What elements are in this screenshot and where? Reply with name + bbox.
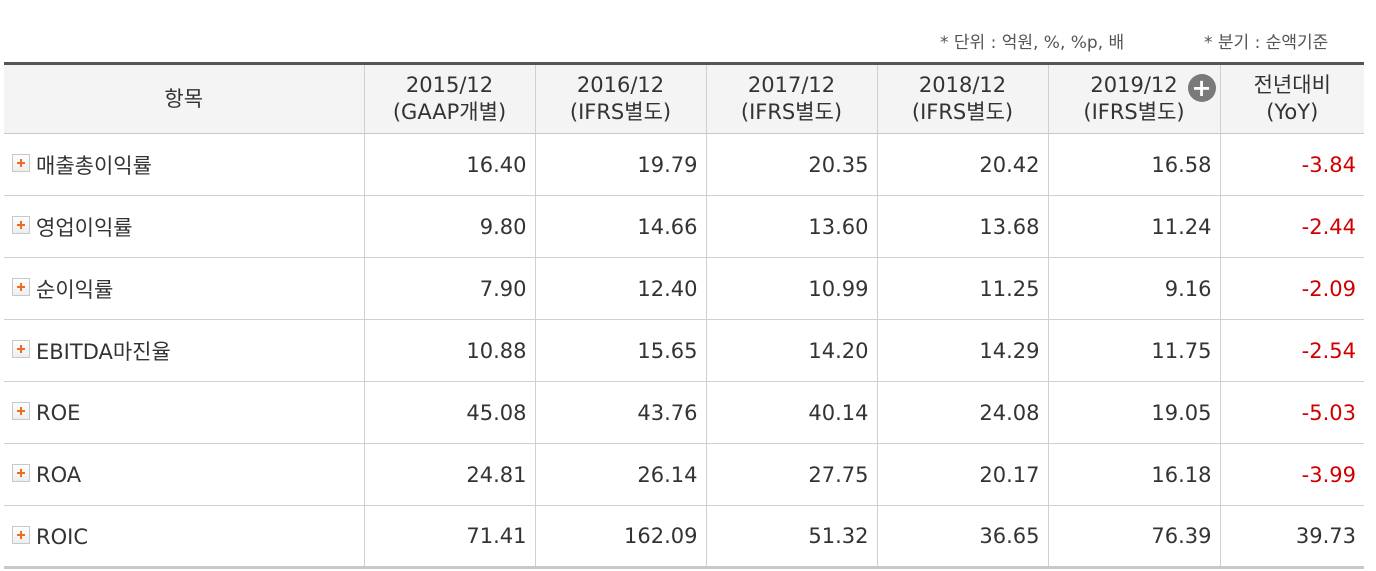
value-cell: 76.39 [1047, 505, 1220, 569]
value-cell: 16.58 [1047, 133, 1220, 196]
row-label[interactable]: EBITDA마진율 [36, 339, 171, 364]
value-cell: 11.25 [876, 257, 1048, 320]
table-row: 매출총이익률 16.40 19.79 20.35 20.42 16.58 -3.84 [4, 133, 1364, 196]
value-cell: 27.75 [705, 443, 877, 506]
value-cell: 71.41 [363, 505, 535, 569]
value-cell: 16.18 [1047, 443, 1220, 506]
row-label[interactable]: ROA [36, 463, 82, 487]
unit-note: * 단위 : 억원, %, %p, 배 [940, 33, 1125, 53]
expand-row-icon[interactable] [12, 525, 30, 544]
value-cell: 15.65 [534, 319, 706, 382]
value-cell: 12.40 [534, 257, 706, 320]
value-cell: 19.05 [1047, 381, 1220, 444]
row-label-cell: ROE [4, 381, 364, 444]
value-cell: 24.81 [363, 443, 535, 506]
row-label-cell: EBITDA마진율 [4, 319, 364, 382]
value-cell: 16.40 [363, 133, 535, 196]
table-row: ROIC 71.41 162.09 51.32 36.65 76.39 39.73 [4, 505, 1364, 569]
row-label[interactable]: ROE [36, 401, 81, 425]
value-cell: 14.29 [876, 319, 1048, 382]
yoy-cell: -5.03 [1219, 381, 1364, 444]
value-cell: 11.24 [1047, 195, 1220, 258]
expand-row-icon[interactable] [12, 339, 30, 358]
yoy-cell: -2.09 [1219, 257, 1364, 320]
plus-circle-icon[interactable]: + [1187, 74, 1216, 102]
expand-row-icon[interactable] [12, 464, 30, 482]
value-cell: 10.99 [705, 257, 877, 320]
row-label[interactable]: 매출총이익률 [36, 153, 152, 178]
row-label[interactable]: 순이익률 [36, 277, 114, 302]
value-cell: 19.79 [534, 133, 706, 196]
header-period: 2018/12 (IFRS별도) [876, 62, 1048, 134]
header-period: 2019/12 (IFRS별도) + [1047, 62, 1220, 134]
header-period: 2015/12 (GAAP개별) [363, 62, 535, 134]
header-item: 항목 [4, 62, 364, 134]
row-label[interactable]: ROIC [36, 524, 88, 549]
expand-row-icon[interactable] [12, 402, 30, 420]
value-cell: 20.35 [705, 133, 877, 196]
expand-row-icon[interactable] [12, 215, 30, 234]
value-cell: 20.17 [876, 443, 1048, 506]
value-cell: 9.16 [1047, 257, 1220, 320]
row-label-cell: 순이익률 [4, 257, 364, 320]
table-row: EBITDA마진율 10.88 15.65 14.20 14.29 11.75 -2.54 [4, 319, 1364, 382]
yoy-cell: -3.99 [1219, 443, 1364, 506]
value-cell: 45.08 [363, 381, 535, 444]
value-cell: 36.65 [876, 505, 1048, 569]
table-row: 순이익률 7.90 12.40 10.99 11.25 9.16 -2.09 [4, 257, 1364, 320]
value-cell: 13.60 [705, 195, 877, 258]
table-header-row: 항목 2015/12 (GAAP개별) 2016/12 (IFRS별도) 2017/… [4, 62, 1364, 134]
value-cell: 40.14 [705, 381, 877, 444]
value-cell: 13.68 [876, 195, 1048, 258]
value-cell: 9.80 [363, 195, 535, 258]
header-period: 2016/12 (IFRS별도) [534, 62, 706, 134]
value-cell: 162.09 [534, 505, 706, 569]
row-label-cell: 매출총이익률 [4, 133, 364, 196]
row-label[interactable]: 영업이익률 [36, 215, 133, 240]
header-yoy: 전년대비 (YoY) [1219, 62, 1364, 134]
value-cell: 14.66 [534, 195, 706, 258]
value-cell: 24.08 [876, 381, 1048, 444]
value-cell: 11.75 [1047, 319, 1220, 382]
value-cell: 43.76 [534, 381, 706, 444]
value-cell: 20.42 [876, 133, 1048, 196]
row-label-cell: ROA [4, 443, 364, 506]
value-cell: 14.20 [705, 319, 877, 382]
row-label-cell: ROIC [4, 505, 364, 569]
value-cell: 51.32 [705, 505, 877, 569]
row-label-cell: 영업이익률 [4, 195, 364, 258]
table-row: 영업이익률 9.80 14.66 13.60 13.68 11.24 -2.44 [4, 195, 1364, 258]
table-row: ROE 45.08 43.76 40.14 24.08 19.05 -5.03 [4, 381, 1364, 444]
financial-ratio-table: 항목 2015/12 (GAAP개별) 2016/12 (IFRS별도) 2017/… [4, 62, 1364, 569]
yoy-cell: 39.73 [1219, 505, 1364, 569]
yoy-cell: -2.54 [1219, 319, 1364, 382]
table-row: ROA 24.81 26.14 27.75 20.17 16.18 -3.99 [4, 443, 1364, 506]
value-cell: 26.14 [534, 443, 706, 506]
header-period: 2017/12 (IFRS별도) [705, 62, 877, 134]
value-cell: 7.90 [363, 257, 535, 320]
yoy-cell: -2.44 [1219, 195, 1364, 258]
unit-notes: * 단위 : 억원, %, %p, 배 * 분기 : 순액기준 [0, 0, 1376, 62]
expand-row-icon[interactable] [12, 277, 30, 296]
quarter-basis-note: * 분기 : 순액기준 [1204, 33, 1329, 53]
yoy-cell: -3.84 [1219, 133, 1364, 196]
value-cell: 10.88 [363, 319, 535, 382]
expand-row-icon[interactable] [12, 153, 30, 172]
